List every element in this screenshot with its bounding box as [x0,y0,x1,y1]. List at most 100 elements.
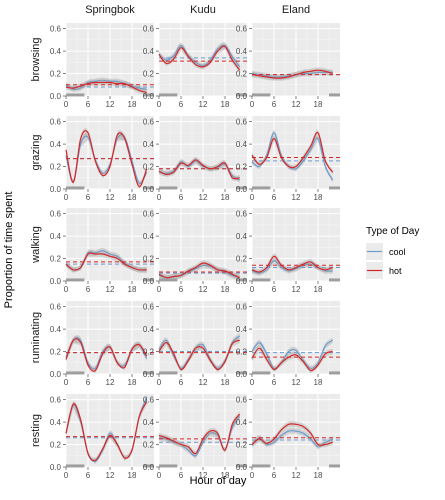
night-bar [252,464,271,468]
x-tick-label: 6 [86,471,91,480]
y-tick-label: 0.6 [143,210,155,219]
y-tick-label: 0.2 [236,441,248,450]
x-tick-label: 18 [221,378,230,387]
series-line-hot [158,45,241,71]
ribbon-hot [159,43,240,73]
night-bar [252,371,271,375]
y-tick-label: 0.0 [236,370,248,379]
y-tick-label: 0.2 [143,441,155,450]
night-bar [159,464,178,468]
x-tick-label: 0 [157,378,162,387]
x-tick-label: 12 [106,193,115,202]
x-tick-label: 12 [199,193,208,202]
night-bar [143,186,154,190]
y-tick-label: 0.2 [143,348,155,357]
x-tick-label: 18 [314,193,323,202]
y-tick-label: 0.0 [143,277,155,286]
legend: Type of Day cool hot [366,226,419,279]
y-tick-label: 0.2 [236,348,248,357]
ribbon-cool [66,77,147,93]
legend-label-hot: hot [389,266,402,276]
y-tick-label: 0.0 [143,92,155,101]
panel-ruminating-eland: 0.0 0.2 0.4 0.6 0 6 12 18 [236,301,340,387]
night-bar [143,464,154,468]
legend-entry-hot: hot [366,262,402,279]
column-label-springbok: Springbok [85,4,135,16]
x-tick-label: 12 [199,378,208,387]
panel-resting-eland: 0.0 0.2 0.4 0.6 0 6 12 18 [236,394,340,480]
y-tick-label: 0.6 [50,303,62,312]
series-line-cool [251,132,334,181]
ribbon-hot [159,157,240,181]
x-tick-label: 6 [179,100,184,109]
y-tick-label: 0.0 [50,463,62,472]
series-line-hot [251,131,334,173]
y-tick-label: 0.4 [143,418,155,427]
ribbon-hot [159,411,240,457]
series-line-hot [251,255,333,273]
y-tick-label: 0.0 [50,277,62,286]
night-bar [236,371,247,375]
y-axis-title: Proportion of time spent [3,192,15,309]
y-tick-label: 0.4 [143,232,155,241]
y-tick-label: 0.2 [50,70,62,79]
x-tick-label: 0 [250,193,255,202]
x-tick-label: 18 [128,100,137,109]
night-bar [329,186,340,190]
y-tick-label: 0.4 [143,325,155,334]
x-tick-label: 12 [292,193,301,202]
ribbon-cool [66,247,147,273]
x-tick-label: 0 [64,285,69,294]
y-tick-label: 0.4 [236,325,248,334]
x-tick-label: 0 [64,100,69,109]
panel-walking-kudu: 0.0 0.2 0.4 0.6 0 6 12 18 [143,208,247,294]
panel-ruminating-kudu: 0.0 0.2 0.4 0.6 0 6 12 18 [143,301,247,387]
x-tick-label: 6 [179,285,184,294]
x-tick-label: 6 [86,285,91,294]
night-bar [143,93,154,97]
night-bar [236,93,247,97]
x-tick-label: 12 [199,285,208,294]
x-tick-label: 18 [314,100,323,109]
y-tick-label: 0.0 [50,185,62,194]
series-line-hot [158,159,240,180]
y-tick-label: 0.4 [50,47,62,56]
series-line-hot [65,401,148,462]
night-bar [66,278,85,282]
panel-browsing-eland: 0.0 0.2 0.4 0.6 0 6 12 18 [236,23,340,109]
x-tick-label: 12 [106,285,115,294]
y-tick-label: 0.4 [50,325,62,334]
x-tick-label: 0 [64,471,69,480]
night-bar [66,464,85,468]
y-tick-label: 0.4 [50,232,62,241]
y-tick-label: 0.0 [236,92,248,101]
y-tick-label: 0.0 [236,463,248,472]
night-bar [236,186,247,190]
x-tick-label: 12 [106,378,115,387]
series-line-cool [65,134,148,185]
y-tick-label: 0.2 [50,255,62,264]
panel-browsing-springbok: 0.0 0.2 0.4 0.6 0 6 12 18 [50,23,154,109]
x-tick-label: 0 [157,193,162,202]
series-line-hot [158,413,241,455]
y-tick-label: 0.4 [143,47,155,56]
y-tick-label: 0.4 [236,232,248,241]
x-tick-label: 18 [128,378,137,387]
ribbon-cool [252,337,333,372]
y-tick-label: 0.0 [50,370,62,379]
x-tick-label: 0 [250,471,255,480]
series-line-cool [65,79,147,91]
column-label-eland: Eland [282,4,310,16]
night-bar [143,278,154,282]
y-tick-label: 0.2 [143,70,155,79]
night-bar [236,278,247,282]
series-line-cool [158,44,241,68]
night-bar [143,371,154,375]
x-tick-label: 18 [314,471,323,480]
y-tick-label: 0.6 [50,210,62,219]
facet-grid: Springbok Kudu Eland browsing grazing walking… [30,4,340,480]
x-tick-label: 12 [199,100,208,109]
x-tick-label: 0 [157,285,162,294]
y-tick-label: 0.2 [236,163,248,172]
